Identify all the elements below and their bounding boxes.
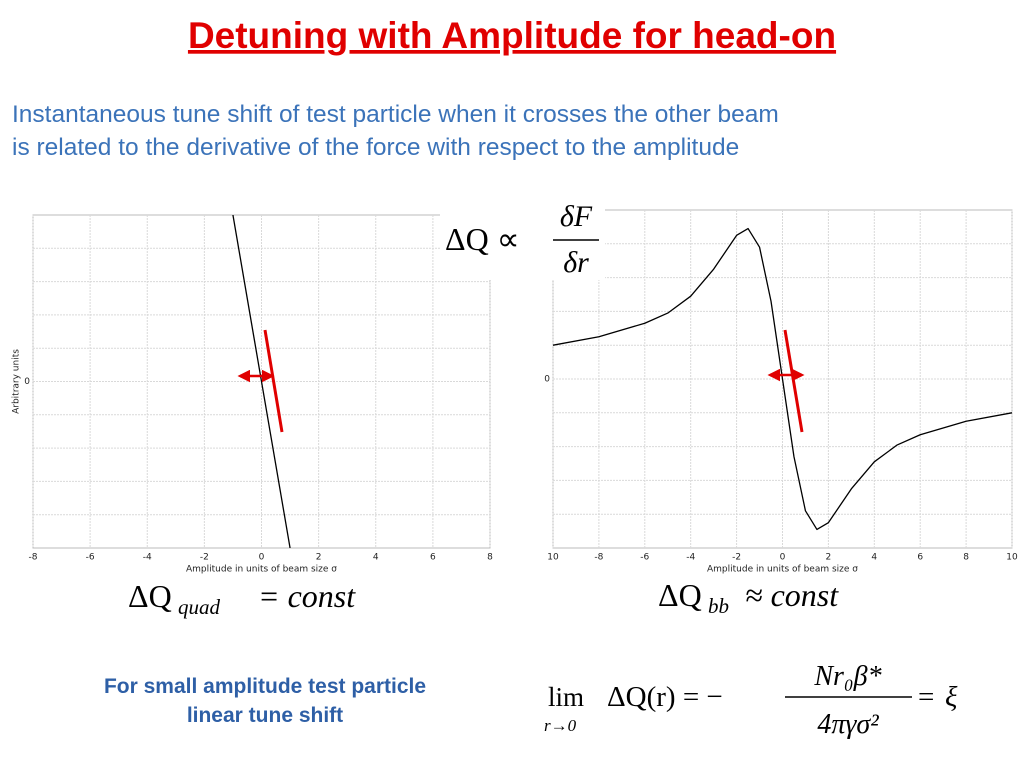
x-tick-label: 2 bbox=[826, 553, 832, 563]
x-tick-label: 4 bbox=[871, 553, 877, 563]
formula-text: ≈ const bbox=[745, 577, 839, 613]
x-tick-label: 6 bbox=[917, 553, 923, 563]
formula-background bbox=[440, 188, 605, 280]
charts: -8 -6 -4 -2 0 2 4 6 8 0 Amplitude in units of beam… bbox=[12, 209, 1018, 575]
formula-text: ΔQ ∝ bbox=[445, 221, 520, 257]
slide-title: Detuning with Amplitude for head-on bbox=[188, 15, 836, 56]
x-tick-label: -6 bbox=[86, 553, 95, 563]
formula-text: 4πγσ² bbox=[817, 709, 879, 740]
formula-text: ΔQ bbox=[128, 578, 172, 614]
formula-text: lim bbox=[548, 682, 584, 712]
formula-text: Nr₀β* bbox=[813, 661, 881, 692]
x-tick-label: 6 bbox=[430, 553, 436, 563]
x-tick-label: -2 bbox=[732, 553, 741, 563]
x-tick-label: 8 bbox=[487, 553, 493, 563]
x-tick-label: -8 bbox=[594, 553, 603, 563]
formula-text: δr bbox=[563, 246, 589, 279]
formula-text: δF bbox=[560, 200, 593, 233]
x-axis-label: Amplitude in units of beam size σ bbox=[707, 565, 858, 575]
subtitle-line: is related to the derivative of the forc… bbox=[12, 134, 739, 161]
footer-note: linear tune shift bbox=[187, 704, 343, 727]
x-tick-label: -4 bbox=[686, 553, 695, 563]
formula-text: ξ bbox=[945, 681, 958, 713]
chart: -8 -6 -4 -2 0 2 4 6 8 0 Amplitude in units of beam… bbox=[12, 214, 493, 575]
x-tick-label: 8 bbox=[963, 553, 969, 563]
formula-text: = bbox=[918, 681, 934, 713]
formula-text: = const bbox=[258, 578, 356, 614]
x-tick-label: -2 bbox=[200, 553, 209, 563]
x-tick-label: 0 bbox=[259, 553, 265, 563]
formula-text: r→0 bbox=[544, 716, 577, 735]
overlay: ΔQ ∝ δF δr ΔQ quad = const ΔQ bb ≈ const… bbox=[104, 188, 958, 740]
x-tick-label: 10 bbox=[1006, 553, 1018, 563]
x-tick-label: 0 bbox=[780, 553, 786, 563]
x-tick-label: -8 bbox=[29, 553, 38, 563]
y-axis-label: Arbitrary units bbox=[12, 349, 22, 414]
formula-text: quad bbox=[178, 595, 221, 619]
footer-note: For small amplitude test particle bbox=[104, 675, 426, 698]
formula-text: bb bbox=[708, 594, 729, 618]
formula-text: ΔQ bbox=[658, 577, 702, 613]
y-tick-label: 0 bbox=[24, 377, 30, 387]
x-tick-label: -4 bbox=[143, 553, 152, 563]
x-axis-label: Amplitude in units of beam size σ bbox=[186, 565, 337, 575]
x-tick-label: 2 bbox=[316, 553, 322, 563]
header: Detuning with Amplitude for head-on Inst… bbox=[12, 15, 836, 161]
x-tick-label: 10 bbox=[547, 553, 559, 563]
subtitle-line: Instantaneous tune shift of test particl… bbox=[12, 101, 779, 128]
formula-text: ΔQ(r) = − bbox=[607, 681, 723, 713]
y-tick-label: 0 bbox=[544, 375, 550, 385]
x-tick-label: -6 bbox=[640, 553, 649, 563]
chart: 10 -8 -6 -4 -2 0 2 4 6 8 10 0 Amplitude in units of … bbox=[544, 209, 1018, 575]
x-tick-label: 4 bbox=[373, 553, 379, 563]
